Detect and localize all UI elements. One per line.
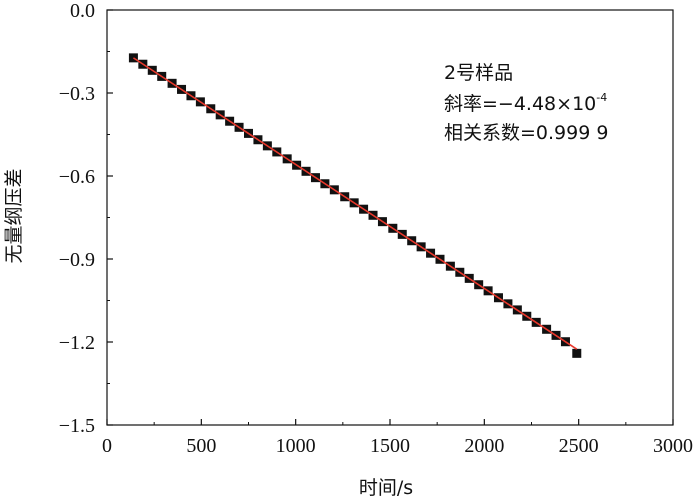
data-point [572, 348, 582, 358]
x-tick-label: 2500 [559, 435, 599, 457]
x-tick-label: 2000 [464, 435, 504, 457]
annotation-sample: 2号样品 [444, 62, 513, 84]
y-tick-label: −1.2 [59, 332, 95, 354]
y-axis-title: 无量纲压差 [3, 168, 25, 263]
y-tick-label: 0.0 [70, 0, 95, 22]
x-tick-label: 3000 [653, 435, 693, 457]
x-tick-label: 500 [186, 435, 216, 457]
x-tick-label: 1500 [370, 435, 410, 457]
y-tick-label: −1.5 [59, 415, 95, 437]
axes [106, 9, 674, 426]
plot-frame [106, 9, 674, 426]
fit-line [132, 57, 578, 350]
x-axis-title: 时间/s [359, 477, 413, 499]
annotation-slope: 斜率=−4.48×10-4 [444, 91, 607, 115]
y-tick-label: −0.9 [59, 249, 95, 271]
fit-line-group [132, 57, 578, 350]
annotation-slope-value: 斜率=−4.48×10 [444, 93, 596, 115]
annotation-slope-exponent: -4 [596, 91, 607, 104]
y-tick-label: −0.6 [59, 166, 95, 188]
annotation-correlation: 相关系数=0.999 9 [444, 122, 608, 144]
y-tick-label: −0.3 [59, 83, 95, 105]
x-tick-label: 1000 [276, 435, 316, 457]
ticks: 0 500 1000 1500 2000 2500 3000 0.0 −0.3 −0.6 −0.9 −… [59, 0, 693, 457]
x-tick-label: 0 [102, 435, 112, 457]
